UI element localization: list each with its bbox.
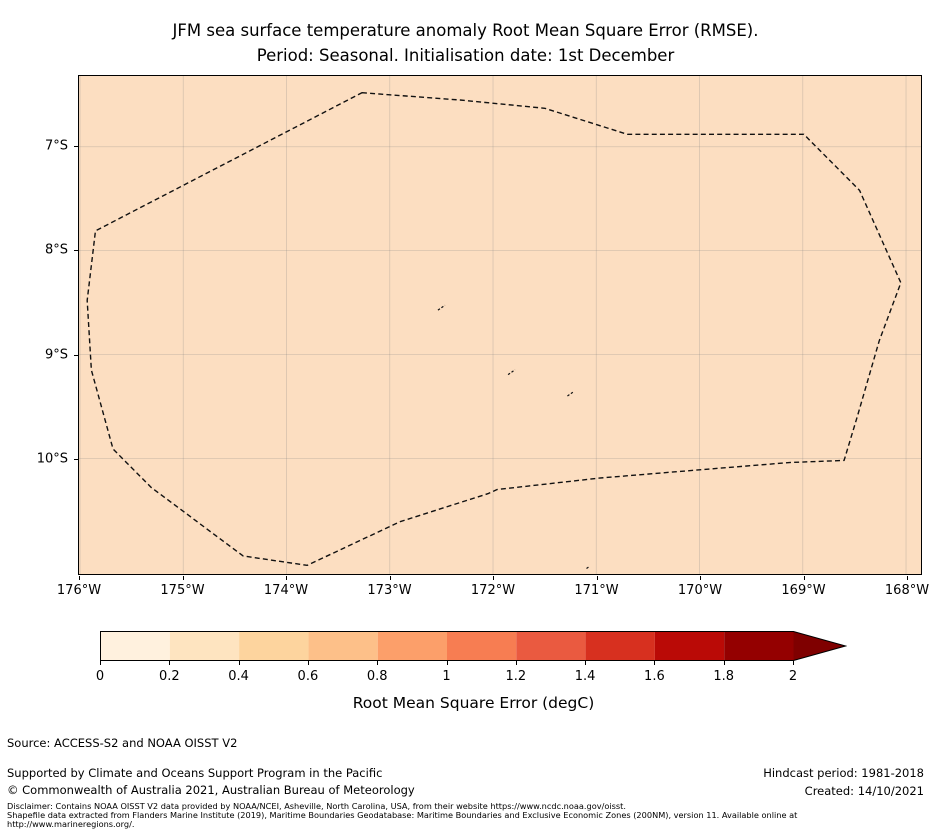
x-axis-tick-label: 169°W (781, 583, 826, 598)
colorbar-segment (447, 631, 517, 661)
colorbar-tick-mark (100, 661, 101, 665)
colorbar-tick-label: 2 (788, 669, 798, 684)
colorbar-tick-mark (169, 661, 171, 665)
colorbar-tick-label: 0 (95, 669, 105, 684)
chart-title-line2: Period: Seasonal. Initialisation date: 1… (256, 46, 675, 65)
disclaimer-line3: http://www.marineregions.org/. (7, 818, 135, 829)
colorbar-tick-label: 0.2 (158, 669, 180, 684)
disclaimer-line2: Shapefile data extracted from Flanders M… (7, 809, 798, 820)
x-axis-tick-mark (493, 576, 494, 580)
colorbar-tick-mark (793, 661, 794, 665)
colorbar-tick-mark (515, 661, 517, 665)
hindcast-text: Hindcast period: 1981-2018 (763, 766, 924, 780)
x-axis-tick-label: 168°W (884, 583, 930, 598)
colorbar-segment (585, 631, 655, 661)
colorbar-tick-mark (238, 661, 240, 665)
colorbar-tick-mark (446, 661, 448, 665)
x-axis-tick-label: 173°W (367, 583, 412, 598)
y-axis-tick-mark (74, 354, 78, 356)
colorbar-segment (654, 631, 725, 661)
colorbar-segment (516, 631, 586, 661)
colorbar-outline (100, 631, 847, 661)
x-axis-tick-mark (596, 576, 598, 580)
colorbar-tick-label: 0.6 (297, 669, 319, 684)
colorbar-segment (724, 631, 794, 661)
colorbar-segment (308, 631, 378, 661)
chart-title: JFM sea surface temperature anomaly Root… (0, 18, 931, 68)
colorbar-tick-label: 0.8 (366, 669, 388, 684)
colorbar-arrow (793, 631, 846, 661)
x-axis-tick-label: 172°W (470, 583, 516, 598)
colorbar-tick-mark (723, 661, 725, 665)
colorbar-tick-label: 1.6 (644, 669, 665, 684)
colorbar-tick-mark (654, 661, 656, 665)
y-axis-tick-mark (74, 250, 78, 252)
colorbar-tick-mark (377, 661, 379, 665)
colorbar-label: Root Mean Square Error (degC) (352, 694, 595, 712)
colorbar-tick-label: 1.8 (713, 669, 735, 684)
colorbar-tick-label: 1.2 (505, 669, 527, 684)
y-axis-tick-label: 8°S (44, 242, 68, 258)
y-axis-tick-label: 7°S (44, 138, 68, 154)
x-axis-tick-mark (286, 576, 287, 580)
supported-text: Supported by Climate and Oceans Support … (7, 766, 383, 780)
x-axis-tick-mark (700, 576, 701, 580)
created-text: Created: 14/10/2021 (804, 784, 924, 798)
x-axis-tick-mark (907, 576, 908, 580)
source-text: Source: ACCESS-S2 and NOAA OISST V2 (7, 736, 238, 750)
y-axis-tick-mark (74, 146, 78, 147)
colorbar-tick-mark (307, 661, 309, 665)
disclaimer-line1: Disclaimer: Contains NOAA OISST V2 data … (7, 801, 626, 811)
x-axis-tick-label: 176°W (56, 583, 102, 598)
x-axis-tick-label: 174°W (263, 583, 309, 598)
x-axis-tick-mark (389, 576, 391, 580)
x-axis-tick-label: 175°W (160, 583, 205, 598)
eez-boundary (86, 92, 902, 567)
colorbar-tick-mark (585, 661, 587, 665)
x-axis-tick-mark (182, 576, 184, 580)
x-axis-tick-label: 170°W (677, 583, 723, 598)
copyright-text: © Commonwealth of Australia 2021, Austra… (7, 783, 415, 797)
island-mark (437, 304, 446, 311)
colorbar-tick-label: 1 (442, 669, 451, 684)
colorbar-segment (169, 631, 240, 661)
x-axis-tick-label: 171°W (574, 583, 619, 598)
y-axis-tick-label: 10°S (36, 451, 68, 467)
chart-title-line1: JFM sea surface temperature anomaly Root… (172, 21, 759, 40)
colorbar (100, 631, 847, 661)
colorbar-segment (377, 631, 447, 661)
colorbar-segment (239, 631, 309, 661)
y-axis-tick-label: 9°S (44, 347, 68, 363)
colorbar-segment (100, 631, 170, 661)
disclaimer-text: Disclaimer: Contains NOAA OISST V2 data … (7, 802, 797, 828)
colorbar-tick-label: 0.4 (228, 669, 249, 684)
x-axis-tick-mark (803, 576, 805, 580)
map-plot-area (78, 75, 922, 575)
island-mark (507, 369, 516, 376)
x-axis-tick-mark (79, 576, 80, 580)
island-mark (586, 565, 590, 570)
colorbar-tick-label: 1.4 (574, 669, 596, 684)
island-mark (567, 391, 574, 397)
map-svg (79, 76, 921, 574)
y-axis-tick-mark (74, 458, 78, 460)
